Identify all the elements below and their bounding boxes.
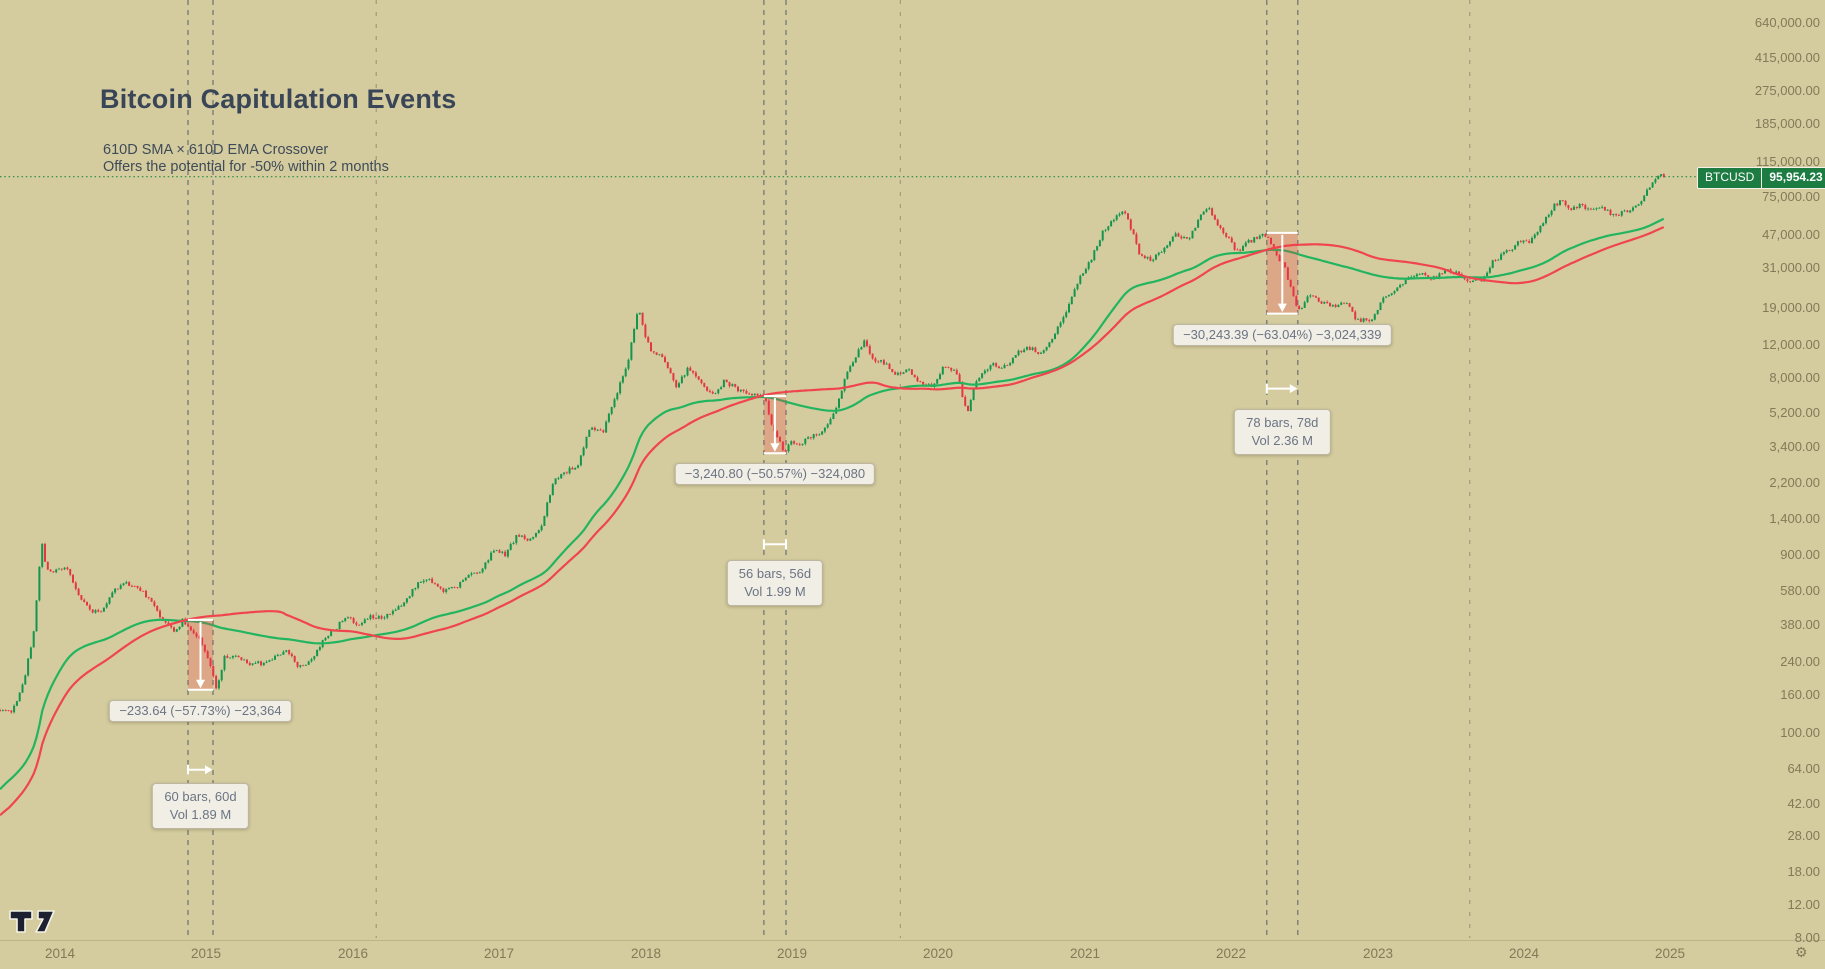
price-tick-label: 3,400.00 [1769,439,1820,454]
price-tick-label: 1,400.00 [1769,511,1820,526]
price-tick-label: 185,000.00 [1754,116,1820,131]
year-tick-label: 2024 [1508,946,1540,961]
measure-price-change-label[interactable]: −3,240.80 (−50.57%) −324,080 [674,463,876,486]
price-tick-label: 28.00 [1787,828,1820,843]
measure-range-label[interactable]: 78 bars, 78d Vol 2.36 M [1234,408,1331,455]
price-tick-label: 240.00 [1780,654,1820,669]
year-tick-label: 2015 [190,946,222,961]
price-tick-label: 8.00 [1794,930,1820,945]
measure-range-label[interactable]: 60 bars, 60d Vol 1.89 M [152,782,249,829]
measure-down-arrowhead [196,679,205,689]
candle-bodies-down [0,174,1665,713]
year-tick-label: 2018 [630,946,662,961]
price-tick-label: 415,000.00 [1754,50,1820,65]
badge-symbol: BTCUSD [1698,168,1762,188]
year-tick-label: 2022 [1215,946,1247,961]
price-tick-label: 18.00 [1787,864,1820,879]
price-tick-label: 900.00 [1780,547,1820,562]
price-tick-label: 5,200.00 [1769,405,1820,420]
measure-price-change-label[interactable]: −233.64 (−57.73%) −23,364 [109,699,292,722]
tradingview-logo[interactable] [8,908,66,940]
year-tick-label: 2017 [483,946,515,961]
price-tick-label: 275,000.00 [1754,83,1820,98]
badge-price: 95,954.23 [1761,168,1825,188]
measure-price-change-label[interactable]: −30,243.39 (−63.04%) −3,024,339 [1173,323,1392,346]
year-tick-label: 2019 [776,946,808,961]
measure-tool-capitulation-2018[interactable] [762,395,787,550]
price-tick-label: 380.00 [1780,617,1820,632]
range-bars-text: 78 bars, 78d [1246,414,1319,430]
price-tick-label: 8,000.00 [1769,370,1820,385]
price-tick-label: 47,000.00 [1762,227,1820,242]
year-tick-label: 2014 [44,946,76,961]
range-volume-text: Vol 1.89 M [169,806,232,822]
measure-down-arrowhead [1277,303,1287,313]
year-tick-label: 2016 [337,946,369,961]
year-tick-label: 2025 [1654,946,1686,961]
last-price-badge[interactable]: BTCUSD 95,954.23 [1697,167,1825,189]
measure-tool-capitulation-2014[interactable] [187,618,213,775]
price-tick-label: 31,000.00 [1762,260,1820,275]
price-tick-label: 12.00 [1787,897,1820,912]
price-tick-label: 100.00 [1780,725,1820,740]
price-tick-label: 580.00 [1780,583,1820,598]
time-axis-divider [0,940,1825,941]
year-tick-label: 2023 [1362,946,1394,961]
measure-down-arrowhead [770,443,780,452]
range-volume-text: Vol 2.36 M [1251,432,1313,448]
price-tick-label: 12,000.00 [1762,337,1820,352]
candle-bodies-up [1,174,1662,713]
measure-tool-capitulation-2022[interactable] [1265,231,1298,394]
year-tick-label: 2021 [1069,946,1101,961]
price-tick-label: 640,000.00 [1754,15,1820,30]
price-tick-label: 64.00 [1787,761,1820,776]
price-tick-label: 42.00 [1787,796,1820,811]
range-bars-text: 60 bars, 60d [164,788,237,804]
range-volume-text: Vol 1.99 M [744,584,806,600]
price-tick-label: 115,000.00 [1755,154,1820,169]
price-tick-label: 2,200.00 [1769,475,1820,490]
ema-610d-line[interactable] [0,217,1665,791]
axis-settings-gear-icon[interactable]: ⚙ [1795,944,1808,960]
price-tick-label: 19,000.00 [1762,300,1820,315]
range-bars-text: 56 bars, 56d [738,566,812,582]
year-tick-label: 2020 [922,946,954,961]
sma-610d-line[interactable] [0,226,1665,817]
price-tick-label: 75,000.00 [1762,189,1820,204]
price-tick-label: 160.00 [1780,687,1820,702]
range-right-arrowhead [205,765,213,775]
measure-range-label[interactable]: 56 bars, 56d Vol 1.99 M [726,560,824,607]
range-right-arrowhead [1289,384,1298,394]
